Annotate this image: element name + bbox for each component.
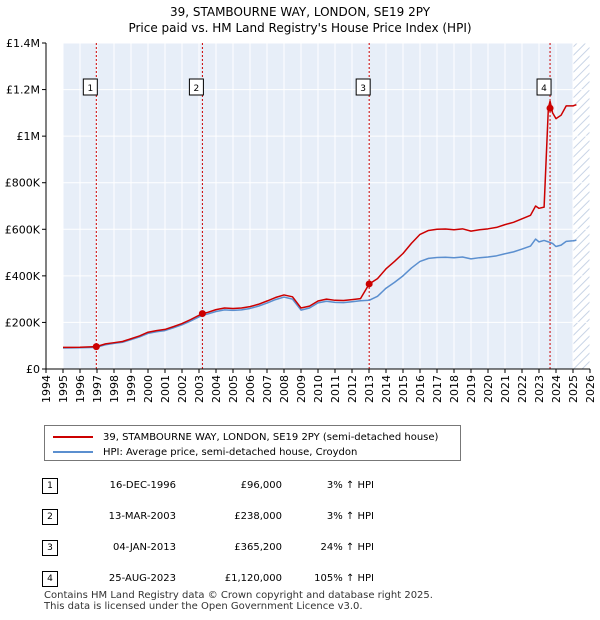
price-chart: 1 2 3 4 £0 £200K £400K £600K £800K £1M £1.2M £1.4M… <box>5 37 597 403</box>
attribution-footer: Contains HM Land Registry data © Crown c… <box>44 590 433 612</box>
x-tick-label: 2022 <box>516 375 529 403</box>
x-tick-label: 2024 <box>550 375 563 403</box>
x-tick-label: 2010 <box>312 375 325 403</box>
sale-hpi-change: 24% ↑ HPI <box>320 542 374 553</box>
sale-hpi-change: 3% ↑ HPI <box>326 511 374 522</box>
sale-price: £96,000 <box>240 480 282 491</box>
x-tick-label: 2019 <box>465 375 478 403</box>
sale-number-box <box>82 78 98 96</box>
x-tick-label: 2023 <box>533 375 546 403</box>
legend-label-property: 39, STAMBOURNE WAY, LONDON, SE19 2PY (se… <box>103 431 439 443</box>
sale-number-box <box>188 78 204 96</box>
x-tick-label: 2009 <box>295 375 308 403</box>
x-tick-label: 2001 <box>159 375 172 403</box>
x-tick-label: 2008 <box>278 375 291 403</box>
y-tick-label: £800K <box>5 177 41 190</box>
sale-number-box <box>355 78 371 96</box>
x-tick-label: 2020 <box>482 375 495 403</box>
sale-date: 16-DEC-1996 <box>109 480 176 491</box>
y-tick-label: £1.4M <box>6 37 40 50</box>
x-tick-label: 2012 <box>346 375 359 403</box>
sale-point <box>198 310 206 318</box>
sale-date: 13-MAR-2003 <box>108 511 176 522</box>
x-tick-label: 2018 <box>448 375 461 403</box>
x-tick-label: 2000 <box>142 375 155 403</box>
x-tick-label: 2013 <box>363 375 376 403</box>
sale-price: £365,200 <box>234 542 282 553</box>
x-tick-label: 2026 <box>584 375 597 403</box>
x-tick-label: 2017 <box>431 375 444 403</box>
sale-price: £238,000 <box>234 511 282 522</box>
hatched-region <box>573 43 590 369</box>
x-tick-label: 1998 <box>108 375 121 403</box>
x-tick-label: 2021 <box>499 375 512 403</box>
legend-swatch-hpi <box>53 451 93 453</box>
sale-hpi-change: 3% ↑ HPI <box>326 480 374 491</box>
x-tick-label: 2004 <box>210 375 223 403</box>
x-tick-label: 2003 <box>193 375 206 403</box>
x-tick-label: 2025 <box>567 375 580 403</box>
y-tick-label: £0 <box>26 363 40 376</box>
sale-point <box>546 104 554 112</box>
sale-number-badge: 2 <box>42 508 58 525</box>
sale-number-badge: 3 <box>42 539 58 556</box>
table-row: 2 13-MAR-2003 £238,000 3% ↑ HPI <box>42 501 374 532</box>
x-tick-label: 1994 <box>40 375 53 403</box>
y-tick-label: £400K <box>5 270 41 283</box>
chart-title: 39, STAMBOURNE WAY, LONDON, SE19 2PY Pri… <box>0 4 600 36</box>
sale-number-badge: 1 <box>42 477 58 494</box>
x-tick-label: 2011 <box>329 375 342 403</box>
sale-number-label: 2 <box>194 84 200 94</box>
title-line-2: Price paid vs. HM Land Registry's House … <box>128 21 472 35</box>
table-row: 4 25-AUG-2023 £1,120,000 105% ↑ HPI <box>42 563 374 594</box>
property-price-line <box>63 100 577 349</box>
y-tick-label: £1M <box>17 130 41 143</box>
x-tick-label: 2014 <box>380 375 393 403</box>
footer-line-1: Contains HM Land Registry data © Crown c… <box>44 590 433 601</box>
x-tick-label: 2007 <box>261 375 274 403</box>
y-tick-label: £200K <box>5 316 41 329</box>
x-tick-label: 2015 <box>397 375 410 403</box>
sale-point <box>92 343 100 351</box>
x-tick-label: 2002 <box>176 375 189 403</box>
title-line-1: 39, STAMBOURNE WAY, LONDON, SE19 2PY <box>169 5 431 19</box>
y-tick-label: £1.2M <box>6 84 40 97</box>
legend-item-property: 39, STAMBOURNE WAY, LONDON, SE19 2PY (se… <box>53 430 438 444</box>
sale-point <box>365 280 373 288</box>
sale-date: 25-AUG-2023 <box>108 573 176 584</box>
sale-number-label: 1 <box>87 84 93 94</box>
sale-number-label: 3 <box>360 84 366 94</box>
hpi-line <box>62 238 577 349</box>
sale-hpi-change: 105% ↑ HPI <box>314 573 374 584</box>
x-tick-label: 2005 <box>227 375 240 403</box>
sale-number-badge: 4 <box>42 570 58 587</box>
x-tick-label: 2006 <box>244 375 257 403</box>
x-tick-label: 1997 <box>91 375 104 403</box>
sale-date: 04-JAN-2013 <box>112 542 176 553</box>
sales-table: 1 16-DEC-1996 £96,000 3% ↑ HPI 2 13-MAR-… <box>42 470 374 594</box>
legend-swatch-property <box>53 436 93 438</box>
sale-number-label: 4 <box>541 84 547 94</box>
table-row: 1 16-DEC-1996 £96,000 3% ↑ HPI <box>42 470 374 501</box>
sale-number-box <box>536 78 552 96</box>
y-tick-label: £600K <box>5 223 41 236</box>
x-tick-label: 1996 <box>74 375 87 403</box>
footer-line-2: This data is licensed under the Open Gov… <box>44 601 363 612</box>
legend-label-hpi: HPI: Average price, semi-detached house,… <box>103 446 358 458</box>
sale-price: £1,120,000 <box>224 573 282 584</box>
chart-legend: 39, STAMBOURNE WAY, LONDON, SE19 2PY (se… <box>44 425 461 461</box>
legend-item-hpi: HPI: Average price, semi-detached house,… <box>53 445 357 459</box>
x-tick-label: 1995 <box>57 375 70 403</box>
x-tick-label: 1999 <box>125 375 138 403</box>
table-row: 3 04-JAN-2013 £365,200 24% ↑ HPI <box>42 532 374 563</box>
x-tick-label: 2016 <box>414 375 427 403</box>
